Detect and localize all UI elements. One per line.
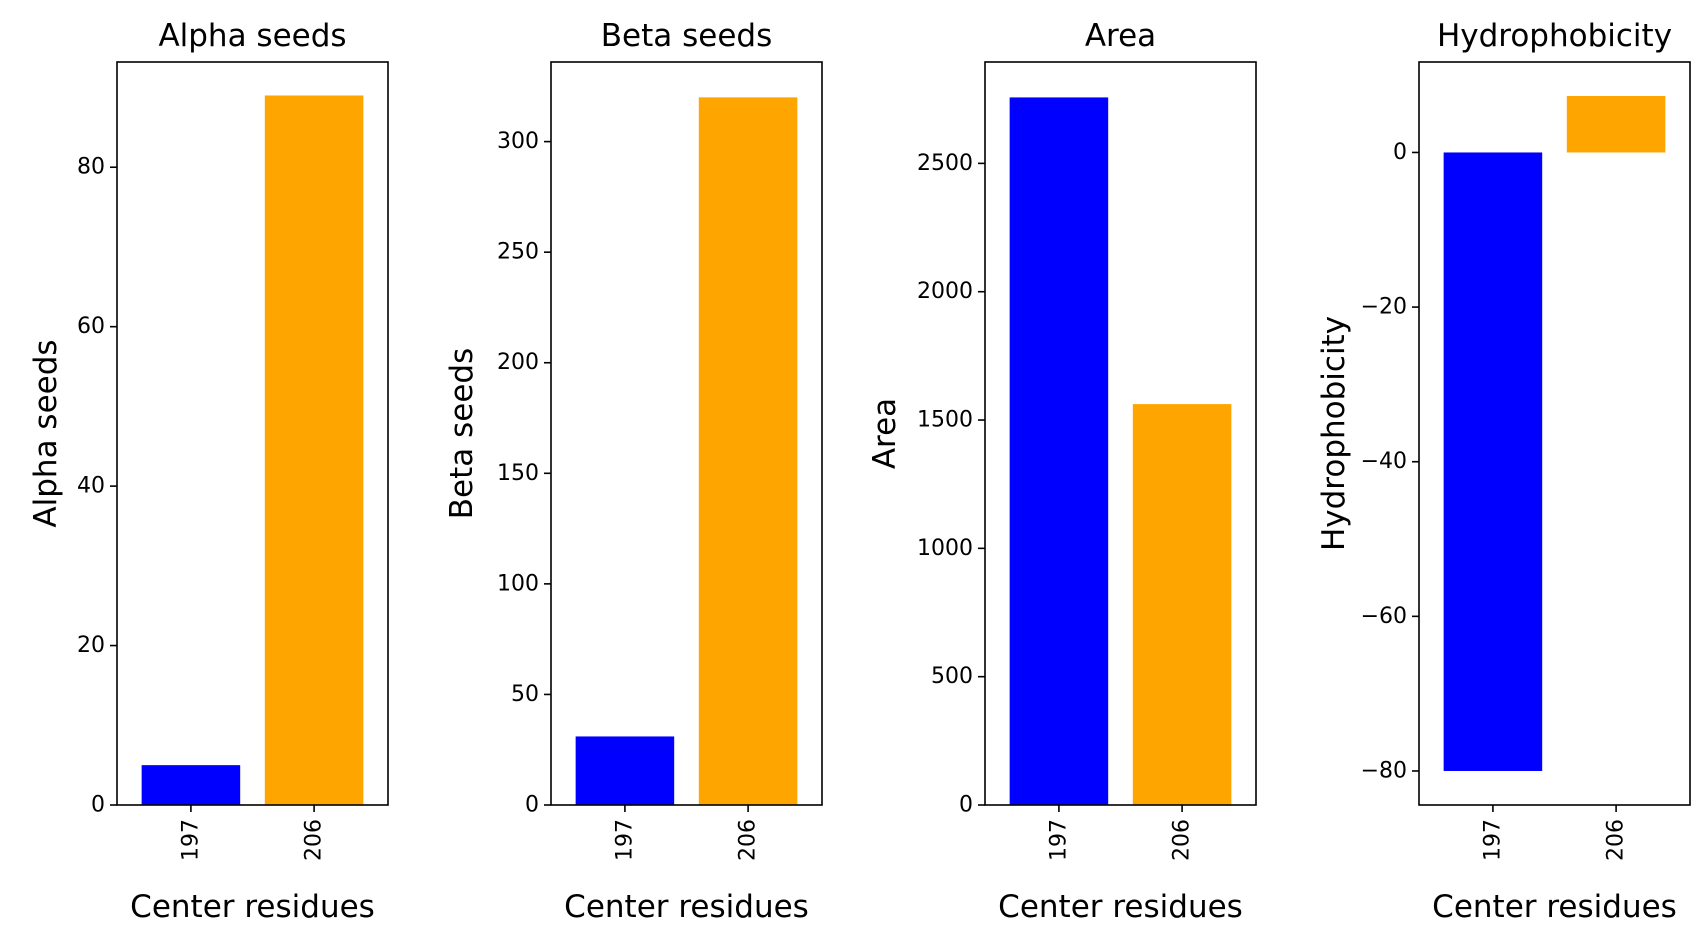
chart-title: Beta seeds [601, 18, 772, 54]
x-axis-label: Center residues [1432, 889, 1677, 925]
y-tick-label: 40 [77, 474, 105, 499]
subplot-2: 0 50 100 150 200 250 300 197 206 Beta seeds Center… [444, 18, 823, 925]
chart-title: Area [1085, 18, 1156, 54]
axes-frame [984, 61, 1257, 806]
y-tick-label: 0 [959, 793, 973, 818]
y-axis-label: Alpha seeds [28, 339, 64, 527]
x-axis-label: Center residues [998, 889, 1243, 925]
y-axis-label: Area [867, 398, 903, 469]
subplot-4: −80 −60 −40 −20 0 197 206 Hydrophobicity Center … [1316, 18, 1691, 925]
y-tick-label: 300 [497, 129, 539, 154]
y-tick-label: −60 [1361, 604, 1407, 629]
bar-197 [1443, 152, 1543, 771]
y-tick-label: 60 [77, 314, 105, 339]
x-tick-label: 197 [1046, 819, 1071, 861]
y-tick-label: −20 [1361, 295, 1407, 320]
y-tick-label: 2000 [917, 279, 973, 304]
x-tick-label: 197 [1480, 819, 1505, 861]
bar-206 [264, 95, 364, 806]
y-tick-label: 150 [497, 461, 539, 486]
subplot-1: 0 20 40 60 80 197 206 Alpha seeds Center residue… [28, 18, 389, 925]
y-tick-label: 50 [511, 682, 539, 707]
axes-frame [1418, 61, 1691, 806]
y-tick-label: 250 [497, 240, 539, 265]
bar-206 [1566, 96, 1666, 153]
x-tick-label: 206 [736, 819, 761, 861]
y-tick-label: 100 [497, 571, 539, 596]
y-tick-label: 500 [931, 664, 973, 689]
y-tick-label: 80 [77, 155, 105, 180]
y-tick-label: 0 [525, 793, 539, 818]
y-tick-label: 2500 [917, 151, 973, 176]
y-axis-label: Hydrophobicity [1316, 316, 1352, 551]
x-tick-label: 206 [1604, 819, 1629, 861]
bar-197 [1009, 97, 1109, 806]
y-tick-label: 200 [497, 350, 539, 375]
y-axis-label: Beta seeds [444, 348, 480, 519]
x-tick-label: 206 [1170, 819, 1195, 861]
chart-title: Hydrophobicity [1437, 18, 1672, 54]
bar-206 [698, 97, 798, 805]
subplot-3: 0 500 1000 1500 2000 2500 197 206 Area Center res… [867, 18, 1257, 925]
bar-206 [1132, 404, 1232, 805]
y-tick-label: 0 [91, 793, 105, 818]
y-tick-label: −40 [1361, 449, 1407, 474]
y-tick-label: 1500 [917, 408, 973, 433]
x-axis-label: Center residues [130, 889, 375, 925]
y-tick-label: 20 [77, 633, 105, 658]
axes-frame [116, 61, 389, 806]
y-tick-label: 0 [1393, 140, 1407, 165]
x-axis-label: Center residues [564, 889, 809, 925]
y-tick-label: 1000 [917, 536, 973, 561]
bar-197 [575, 736, 675, 805]
axes-frame [550, 61, 823, 806]
chart-title: Alpha seeds [158, 18, 346, 54]
y-tick-label: −80 [1361, 758, 1407, 783]
x-tick-label: 206 [302, 819, 327, 861]
x-tick-label: 197 [612, 819, 637, 861]
bar-197 [141, 765, 241, 805]
x-tick-label: 197 [178, 819, 203, 861]
